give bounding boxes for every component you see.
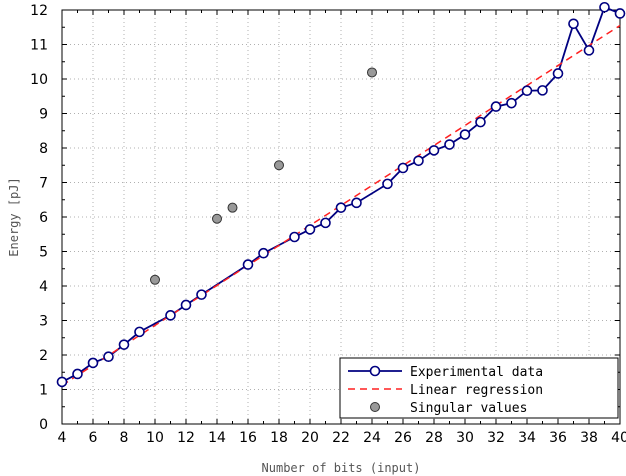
singular-point bbox=[212, 213, 222, 224]
x-tick-label: 10 bbox=[146, 430, 164, 446]
experimental-point bbox=[599, 1, 610, 13]
experimental-point bbox=[56, 376, 68, 388]
legend-box bbox=[339, 357, 619, 419]
legend-experimental-marker bbox=[369, 365, 381, 377]
experimental-point bbox=[614, 8, 626, 19]
experimental-point bbox=[134, 326, 145, 338]
x-tick-label: 24 bbox=[363, 430, 381, 446]
legend: Experimental data Linear regression Singul… bbox=[339, 357, 619, 419]
y-tick-label: 7 bbox=[39, 176, 48, 192]
legend-regression-label: Linear regression bbox=[410, 383, 543, 398]
experimental-point bbox=[335, 202, 347, 213]
x-axis-label: Number of bits (input) bbox=[262, 461, 421, 475]
experimental-point bbox=[320, 217, 331, 229]
y-tick-label: 11 bbox=[30, 38, 48, 54]
y-tick-label: 6 bbox=[39, 210, 48, 226]
experimental-point bbox=[490, 101, 502, 112]
experimental-point bbox=[537, 85, 548, 96]
legend-experimental-label: Experimental data bbox=[410, 365, 543, 380]
x-tick-label: 8 bbox=[120, 430, 129, 446]
experimental-point bbox=[428, 145, 440, 156]
y-tick-label: 9 bbox=[39, 107, 48, 123]
experimental-point bbox=[72, 368, 83, 380]
experimental-point bbox=[506, 97, 517, 109]
experimental-point bbox=[475, 116, 486, 128]
x-tick-label: 26 bbox=[394, 430, 412, 446]
experimental-point bbox=[258, 247, 269, 259]
legend-singular-label: Singular values bbox=[410, 401, 527, 416]
experimental-point bbox=[351, 197, 362, 209]
plot-area bbox=[56, 1, 626, 388]
x-tick-label: 36 bbox=[549, 430, 567, 446]
experimental-point bbox=[382, 178, 393, 190]
singular-point bbox=[227, 202, 238, 213]
y-tick-label: 5 bbox=[39, 245, 48, 261]
x-tick-label: 34 bbox=[518, 430, 536, 446]
x-tick-label: 16 bbox=[239, 430, 257, 446]
singular-point bbox=[367, 67, 377, 78]
experimental-point bbox=[103, 351, 114, 363]
experimental-point bbox=[289, 231, 300, 243]
x-tick-label: 22 bbox=[332, 430, 350, 446]
experimental-point bbox=[583, 45, 595, 56]
x-tick-label: 12 bbox=[177, 430, 195, 446]
x-tick-label: 4 bbox=[58, 430, 67, 446]
experimental-point bbox=[165, 310, 176, 321]
y-tick-label: 1 bbox=[39, 383, 48, 399]
singular-point bbox=[150, 274, 160, 285]
y-tick-label: 12 bbox=[30, 3, 48, 19]
x-tick-label: 28 bbox=[425, 430, 443, 446]
x-tick-label: 40 bbox=[611, 430, 626, 446]
grid bbox=[62, 10, 620, 424]
experimental-point bbox=[196, 289, 207, 300]
x-tick-label: 18 bbox=[270, 430, 288, 446]
experimental-point bbox=[242, 259, 254, 270]
singular-point bbox=[274, 160, 284, 171]
experimental-point bbox=[118, 339, 130, 350]
x-tick-label: 30 bbox=[456, 430, 474, 446]
x-tick-label: 38 bbox=[580, 430, 598, 446]
experimental-point bbox=[521, 85, 533, 97]
x-tick-label: 6 bbox=[89, 430, 98, 446]
experimental-point bbox=[552, 68, 564, 79]
experimental-point bbox=[180, 299, 192, 311]
x-tick-label: 14 bbox=[208, 430, 226, 446]
experimental-point bbox=[87, 357, 99, 369]
experimental-point bbox=[397, 162, 409, 174]
experimental-point bbox=[568, 18, 579, 30]
x-tick-label: 20 bbox=[301, 430, 319, 446]
y-tick-label: 0 bbox=[39, 417, 48, 433]
y-tick-label: 4 bbox=[39, 279, 48, 295]
experimental-point bbox=[444, 139, 455, 150]
y-tick-label: 2 bbox=[39, 348, 48, 364]
x-tick-label: 32 bbox=[487, 430, 505, 446]
experimental-point bbox=[413, 155, 424, 167]
y-tick-label: 10 bbox=[30, 72, 48, 88]
experimental-point bbox=[304, 224, 316, 235]
experimental-point bbox=[459, 129, 471, 140]
axes: 4 6 8 10 12 14 16 18 20 22 24 26 28 30 32 34 36 38 4001234… bbox=[7, 3, 626, 475]
legend-singular-marker bbox=[370, 402, 380, 412]
y-tick-label: 3 bbox=[39, 314, 48, 330]
y-axis-label: Energy [pJ] bbox=[7, 177, 21, 256]
y-tick-label: 8 bbox=[39, 141, 48, 157]
